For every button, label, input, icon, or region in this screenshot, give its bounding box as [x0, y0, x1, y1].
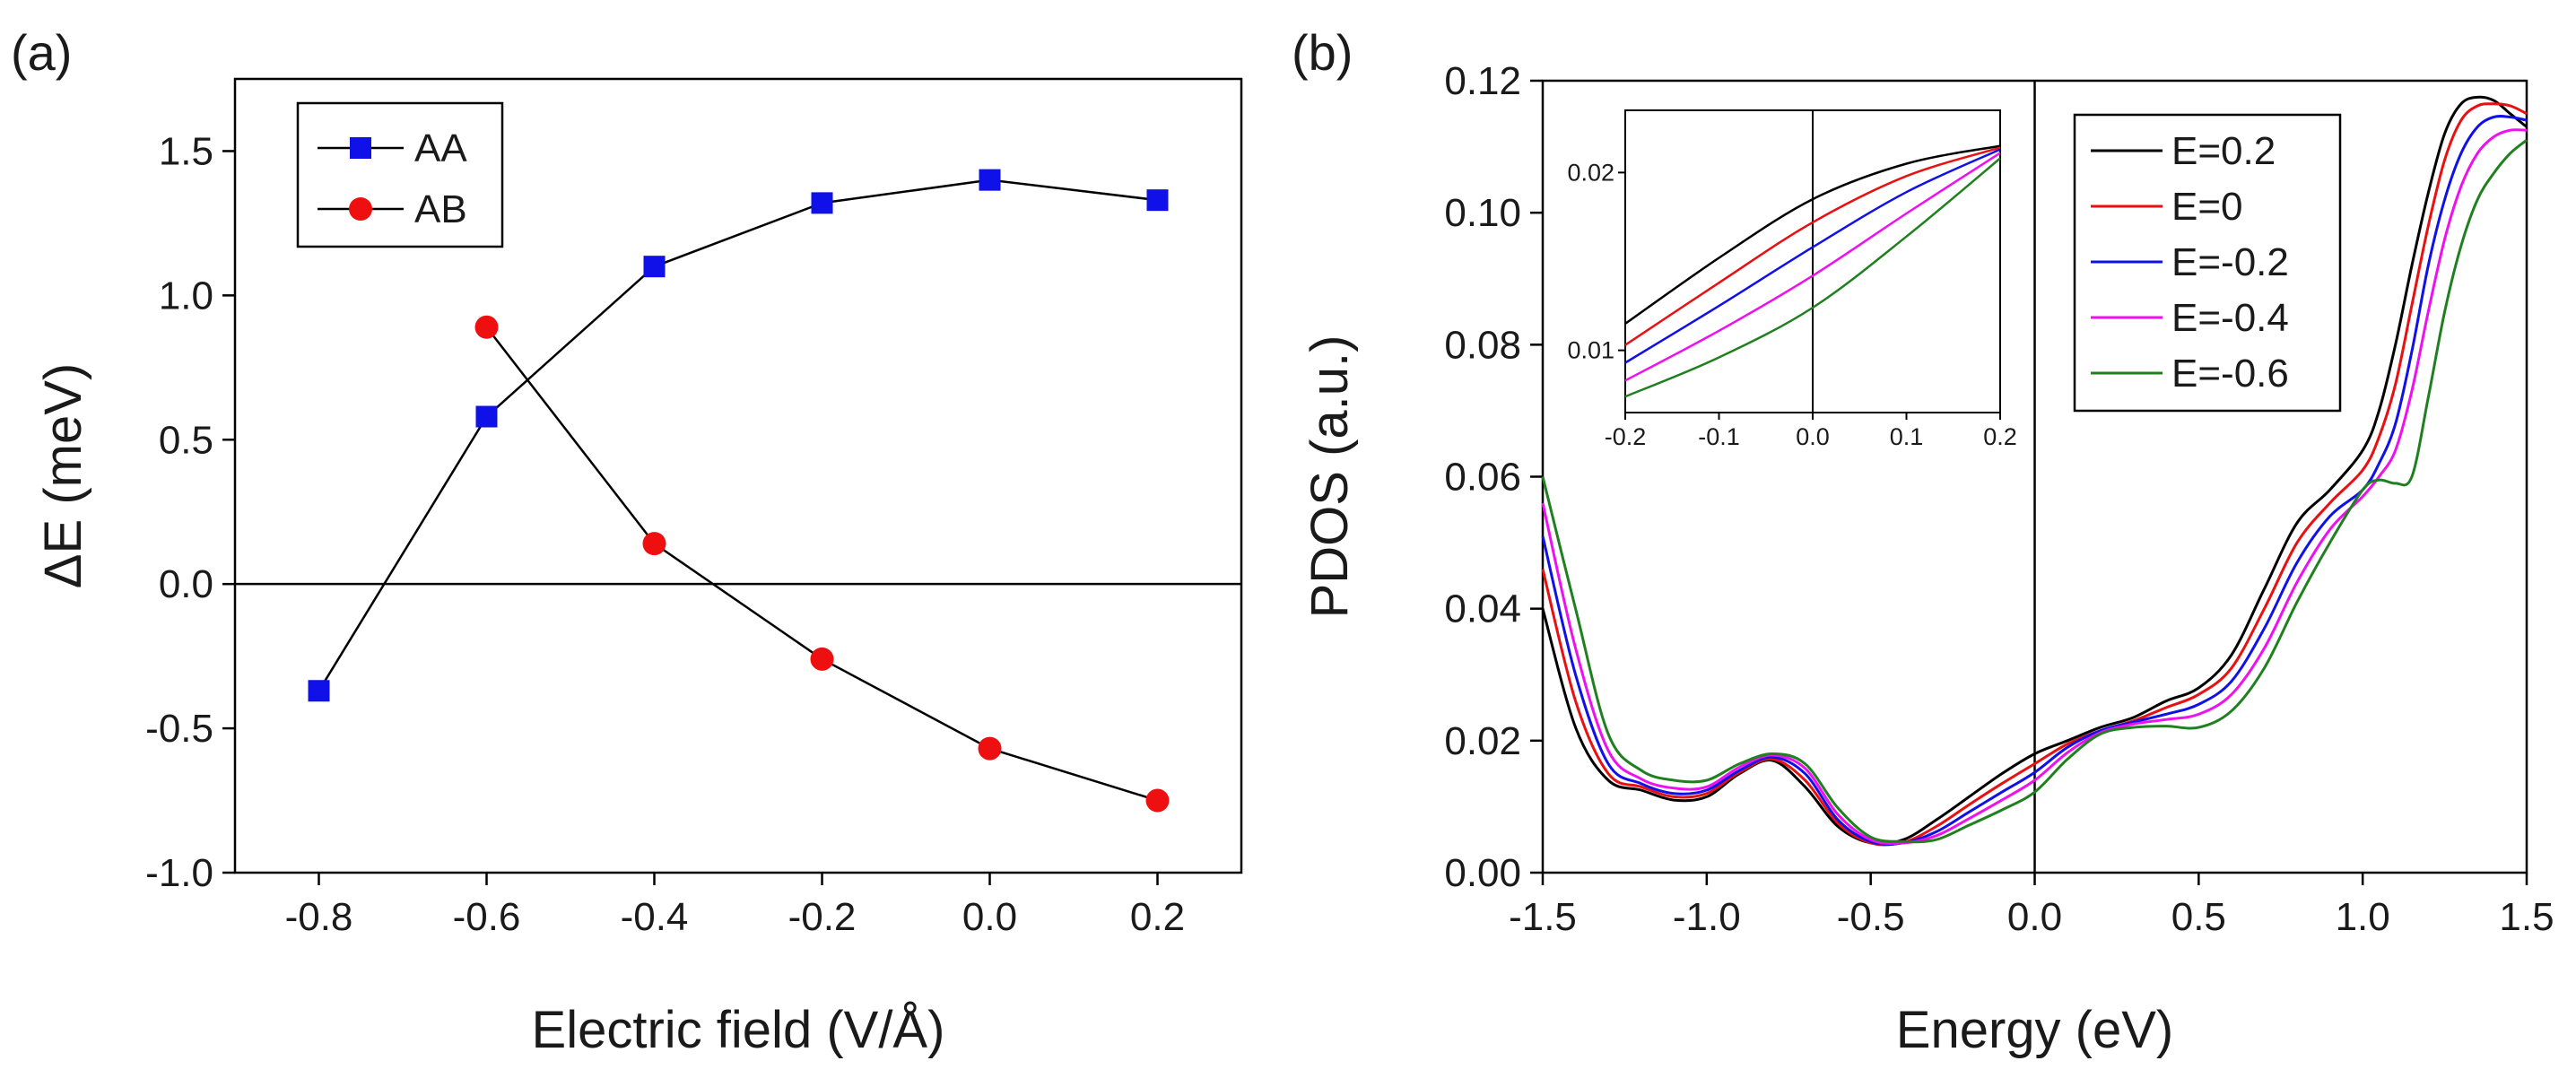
pdos-curve-2 — [1541, 115, 2528, 846]
inset-x-tick-label: 0.1 — [1890, 423, 1924, 450]
x-tick-label-a: -0.8 — [285, 895, 353, 939]
legend-b: E=0.2 E=0 E=-0.2 E=-0.4 E=-0.6 — [2073, 113, 2342, 413]
marker-aa — [475, 405, 498, 428]
y-tick-label-b: 0.06 — [1444, 456, 1521, 500]
panel-label-b: (b) — [1292, 24, 1353, 81]
y-tick-label-a: 1.5 — [159, 129, 213, 173]
inset-x-tick-label: -0.1 — [1698, 423, 1740, 450]
x-tick-label-b: 1.5 — [2499, 895, 2554, 939]
inset-curve-0 — [1624, 144, 2001, 325]
legend-label-aa: AA — [414, 126, 467, 170]
x-axis-title-b: Energy (eV) — [1896, 1001, 2173, 1059]
inset-curve-4 — [1624, 157, 2001, 398]
x-tick-label-b: -0.5 — [1837, 895, 1905, 939]
marker-ab — [474, 315, 499, 339]
x-tick-label-a: -0.2 — [788, 895, 857, 939]
inset-x-tick-label: 0.2 — [1983, 423, 2017, 450]
legend-label-ab: AB — [414, 187, 467, 231]
x-tick-label-a: -0.6 — [453, 895, 521, 939]
panel-label-a: (a) — [11, 24, 72, 81]
inset-y-tick-label: 0.02 — [1567, 159, 1614, 186]
marker-ab — [1145, 788, 1170, 813]
inset-curve-2 — [1624, 148, 2001, 364]
y-axis-title-a: ΔE (meV) — [34, 363, 92, 588]
inset-y-tick-label: 0.01 — [1567, 337, 1614, 364]
x-tick-label-b: 0.5 — [2171, 895, 2226, 939]
legend-label-1: E=0 — [2171, 185, 2243, 229]
legend-frame-a — [296, 101, 504, 248]
y-tick-label-b: 0.04 — [1444, 587, 1521, 631]
y-tick-label-b: 0.00 — [1444, 851, 1521, 895]
x-tick-label-a: 0.2 — [1130, 895, 1185, 939]
legend-label-4: E=-0.6 — [2171, 352, 2289, 396]
plot-frame-a — [233, 77, 1243, 874]
y-tick-label-a: 1.0 — [159, 274, 213, 317]
inset-curve-3 — [1624, 152, 2001, 382]
marker-aa — [643, 256, 666, 278]
marker-ab — [810, 647, 834, 671]
x-tick-label-b: 1.0 — [2336, 895, 2390, 939]
inset-x-tick-label: -0.2 — [1605, 423, 1647, 450]
y-tick-label-b: 0.08 — [1444, 323, 1521, 367]
x-tick-label-b: -1.0 — [1673, 895, 1741, 939]
inset-b: -0.2 -0.1 0.0 0.1 0.2 0.01 0.02 — [1567, 109, 2017, 450]
legend-label-3: E=-0.4 — [2171, 296, 2289, 340]
marker-aa — [1146, 189, 1169, 212]
marker-ab — [642, 532, 666, 556]
series-line-ab — [485, 326, 1158, 802]
marker-aa — [308, 680, 330, 702]
y-tick-label-a: 0.0 — [159, 562, 213, 606]
x-tick-label-a: -0.4 — [621, 895, 689, 939]
marker-aa — [811, 192, 833, 214]
y-axis-title-b: PDOS (a.u.) — [1301, 335, 1359, 619]
inset-x-tick-label: 0.0 — [1796, 423, 1830, 450]
inset-curve-1 — [1624, 146, 2001, 346]
marker-ab — [978, 736, 1002, 761]
legend-marker-ab — [349, 197, 372, 221]
marker-aa — [979, 169, 1001, 191]
series-line-aa — [318, 178, 1158, 691]
x-axis-title-a: Electric field (V/Å) — [532, 1001, 945, 1059]
x-tick-label-b: 0.0 — [2007, 895, 2062, 939]
y-tick-label-a: -0.5 — [145, 707, 213, 751]
y-tick-label-b: 0.02 — [1444, 719, 1521, 763]
legend-marker-aa — [350, 137, 371, 159]
y-tick-label-b: 0.10 — [1444, 191, 1521, 235]
chart-a: -0.8 -0.6 -0.4 -0.2 0.0 0.2 -1.0 -0.5 0.0 0.5 1.0 1… — [34, 77, 1243, 1059]
y-tick-label-b: 0.12 — [1444, 59, 1521, 103]
pdos-curve-4 — [1541, 139, 2528, 844]
legend-label-0: E=0.2 — [2171, 129, 2276, 173]
legend-a: AA AB — [296, 101, 504, 248]
x-tick-label-b: -1.5 — [1509, 895, 1577, 939]
x-tick-label-a: 0.0 — [962, 895, 1017, 939]
pdos-curve-0 — [1541, 95, 2528, 846]
y-tick-label-a: -1.0 — [145, 851, 213, 895]
y-tick-label-a: 0.5 — [159, 418, 213, 462]
pdos-curve-3 — [1541, 128, 2528, 845]
chart-b: -1.5 -1.0 -0.5 0.0 0.5 1.0 1.5 0.00 0.02 0.04 0.06… — [1301, 59, 2554, 1059]
legend-label-2: E=-0.2 — [2171, 240, 2289, 284]
